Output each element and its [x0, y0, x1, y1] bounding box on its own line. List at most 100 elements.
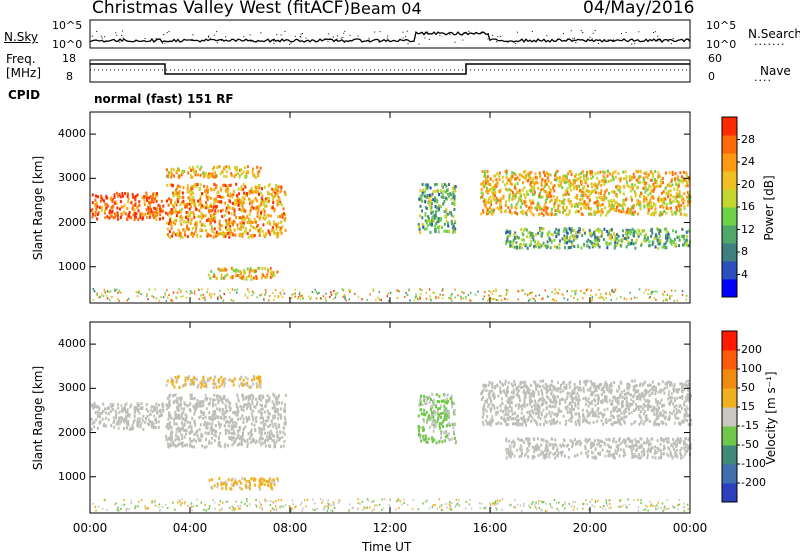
cell	[654, 398, 657, 402]
cell	[447, 432, 450, 436]
cell	[241, 196, 244, 200]
cell	[616, 414, 619, 418]
cell	[577, 173, 580, 177]
cell	[432, 415, 435, 419]
cell	[238, 485, 241, 489]
cell	[645, 199, 648, 203]
cell	[185, 205, 188, 208]
cell	[111, 209, 114, 213]
cell	[510, 211, 513, 215]
cell	[604, 190, 607, 193]
cell	[180, 223, 183, 226]
cell	[266, 275, 269, 279]
cell	[618, 396, 621, 399]
cell	[197, 436, 200, 440]
cell	[271, 414, 274, 418]
cell	[341, 288, 344, 291]
cell	[197, 215, 200, 219]
cell	[604, 177, 607, 181]
cell	[534, 240, 537, 244]
cell	[638, 422, 641, 426]
cell	[540, 298, 543, 301]
cell	[264, 431, 266, 435]
cell	[595, 293, 597, 296]
feature-power-3	[207, 266, 279, 281]
cell	[269, 222, 272, 226]
cell	[498, 190, 501, 194]
cell	[94, 198, 97, 202]
cell	[194, 221, 197, 225]
cell	[617, 239, 620, 243]
cell	[259, 204, 261, 208]
cell	[270, 419, 273, 423]
cell	[251, 415, 254, 419]
cell	[267, 483, 269, 487]
cell	[209, 221, 212, 225]
cell	[256, 165, 259, 169]
cell	[653, 185, 656, 189]
cell	[232, 436, 235, 440]
cell	[255, 274, 258, 278]
cell	[562, 211, 565, 215]
cell	[574, 204, 576, 208]
cell	[294, 288, 296, 291]
cell	[125, 422, 128, 426]
cell	[655, 181, 658, 185]
cell	[602, 297, 604, 300]
cell	[554, 198, 557, 202]
cell	[211, 429, 213, 433]
cell	[482, 297, 484, 300]
cell	[522, 403, 524, 407]
cell	[567, 172, 570, 176]
cell	[419, 189, 422, 193]
cell	[194, 409, 197, 413]
cell	[548, 230, 551, 234]
cell	[378, 291, 380, 294]
cell	[330, 291, 332, 294]
cell	[509, 404, 512, 408]
cell	[202, 223, 205, 226]
cell	[575, 187, 578, 191]
cell	[676, 390, 679, 394]
cell	[144, 212, 147, 216]
cell	[249, 228, 252, 232]
cell	[165, 211, 168, 215]
cell	[554, 288, 556, 291]
cell	[675, 243, 678, 247]
cell	[546, 176, 549, 180]
cell	[240, 201, 243, 205]
cell	[577, 412, 580, 416]
cell	[174, 192, 177, 196]
cell	[593, 230, 596, 234]
cell	[191, 185, 194, 189]
cell	[421, 209, 423, 213]
cell	[242, 433, 244, 437]
cell	[277, 296, 280, 299]
cell	[570, 173, 573, 177]
cell	[648, 173, 650, 177]
cell	[227, 211, 230, 215]
cell	[145, 191, 148, 195]
cell	[203, 445, 206, 449]
cell	[96, 201, 98, 205]
cell	[672, 199, 675, 203]
cell	[585, 188, 588, 192]
cell	[637, 405, 640, 409]
cell	[136, 417, 139, 421]
cell	[230, 427, 233, 431]
cell	[212, 382, 215, 386]
cell	[534, 399, 536, 403]
cell	[250, 207, 252, 210]
cell	[234, 289, 236, 291]
cell	[448, 421, 451, 425]
cell	[225, 268, 228, 272]
near-range-scatter-power	[92, 288, 688, 302]
cell	[435, 296, 437, 299]
cell	[228, 167, 231, 171]
cell	[260, 427, 263, 431]
cell	[233, 166, 236, 170]
cell	[606, 230, 609, 233]
cell	[659, 198, 662, 202]
cell	[683, 237, 686, 241]
cell	[284, 228, 287, 232]
